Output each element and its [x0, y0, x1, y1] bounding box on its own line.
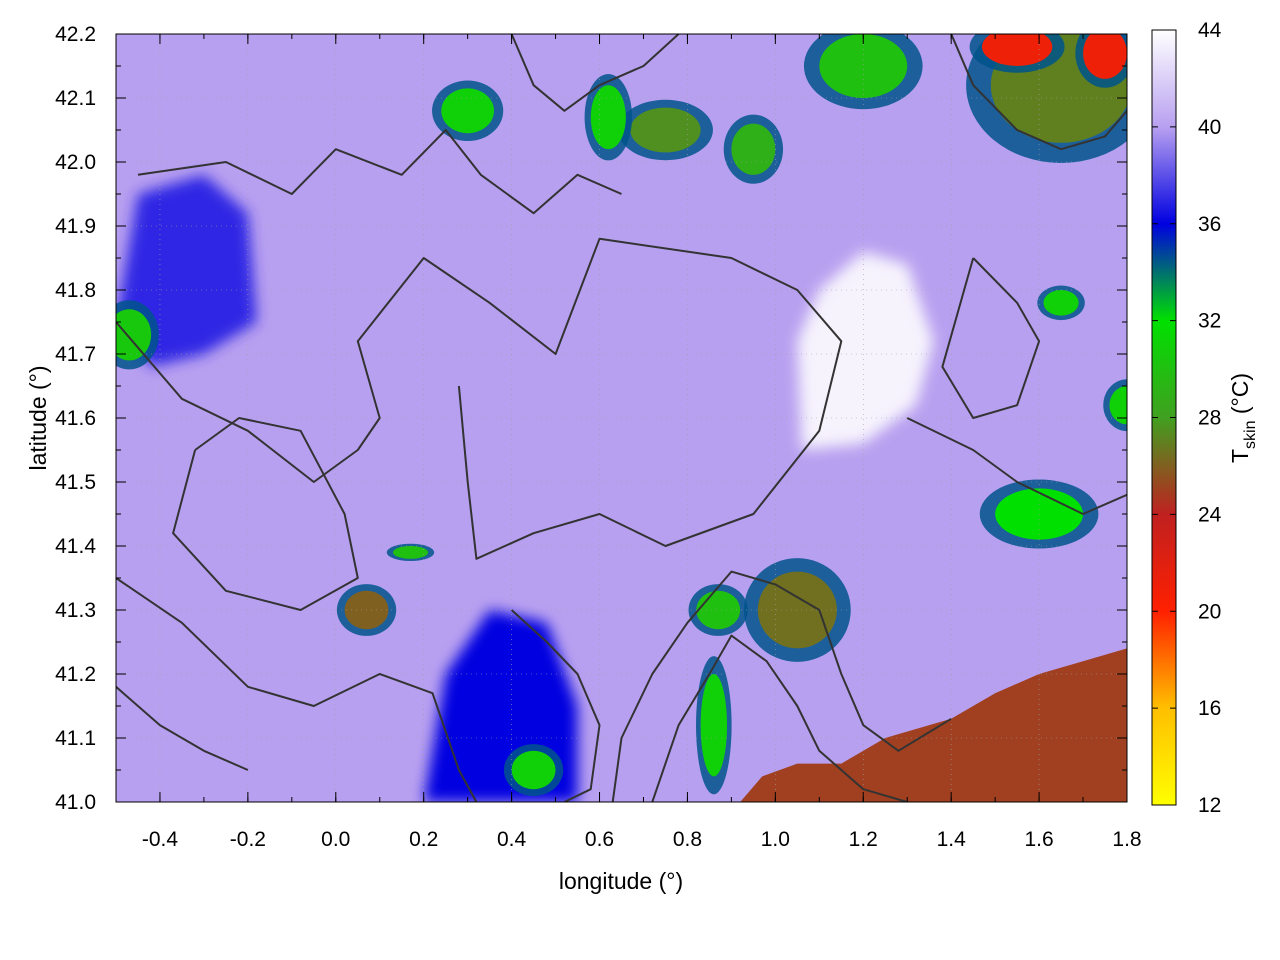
x-tick-label: 1.2 [849, 828, 878, 851]
hotspot [590, 85, 626, 150]
y-tick-label: 41.3 [55, 599, 96, 622]
contours [116, 34, 1127, 802]
y-tick-label: 41.9 [55, 215, 96, 238]
contour-line [906, 417, 1127, 515]
hotspot [630, 107, 701, 153]
y-tick-label: 42.0 [55, 151, 96, 174]
x-tick-label: -0.4 [142, 828, 179, 851]
colorbar-title-main: T [1227, 449, 1253, 463]
x-axis: -0.4 -0.2 0.0 0.2 0.4 0.6 0.8 1.0 1.2 1.4 1.6 1.8 [115, 34, 1142, 851]
contour-line [941, 257, 1041, 419]
colorbar-tick-label: 36 [1198, 213, 1221, 236]
y-tick-label: 41.6 [55, 407, 96, 430]
colorbar-tick-label: 20 [1198, 600, 1221, 623]
plot-area [116, 34, 1127, 802]
y-tick-label: 41.5 [55, 471, 96, 494]
temperature-hotspots [116, 34, 1127, 796]
x-tick-label: 0.6 [585, 828, 614, 851]
hotspot [1083, 34, 1127, 79]
hotspot [441, 88, 495, 134]
y-tick-label: 41.7 [55, 343, 96, 366]
x-tick-label: 1.6 [1024, 828, 1053, 851]
contour-line [510, 609, 601, 802]
region-hot-centre [797, 251, 934, 450]
contour-line [510, 34, 680, 112]
colorbar-tick-label: 40 [1198, 116, 1221, 139]
colorbar-tick-label: 32 [1198, 310, 1221, 333]
hotspot [1043, 290, 1079, 316]
x-tick-label: 0.8 [673, 828, 702, 851]
colorbar-title-unit: (°C) [1227, 373, 1253, 421]
colorbar-tick-label: 28 [1198, 407, 1221, 430]
hotspot [1109, 386, 1127, 425]
y-axis: 41.0 41.1 41.2 41.3 41.4 41.5 41.6 41.7 41.8 41.9… [55, 23, 1127, 814]
x-tick-label: 1.0 [761, 828, 790, 851]
hotspot [981, 34, 1053, 66]
contour-line [172, 417, 359, 611]
y-tick-label: 41.4 [55, 535, 96, 558]
colorbar-tick-label: 44 [1198, 19, 1222, 42]
y-tick-label: 41.1 [55, 727, 96, 750]
hotspot [696, 590, 741, 630]
x-axis-title: longitude (°) [559, 868, 683, 894]
x-tick-label: 0.2 [409, 828, 438, 851]
contour-line [116, 237, 843, 560]
y-tick-label: 42.2 [55, 23, 96, 46]
colorbar-tick-label: 16 [1198, 697, 1221, 720]
y-axis-title: latitude (°) [25, 365, 51, 470]
contour-line [611, 570, 952, 802]
y-tick-label: 41.2 [55, 663, 96, 686]
hotspot [392, 546, 429, 559]
x-tick-label: 0.0 [321, 828, 350, 851]
hotspot [511, 750, 556, 790]
contour-line [116, 577, 478, 802]
hotspot [116, 309, 152, 361]
colorbar-tick-label: 24 [1198, 503, 1222, 526]
x-tick-label: 0.4 [497, 828, 527, 851]
hotspot [731, 123, 776, 175]
hotspot [700, 674, 727, 777]
colorbar-axis: 12 16 20 24 28 32 36 40 44 [1152, 19, 1222, 817]
hotspot [819, 34, 908, 98]
x-tick-label: 1.4 [937, 828, 967, 851]
region-sea [740, 648, 1127, 802]
colorbar-title: Tskin (°C) [1227, 373, 1259, 463]
hotspot [757, 571, 837, 649]
contour-line [137, 129, 622, 215]
y-tick-label: 41.0 [55, 791, 96, 814]
y-tick-label: 42.1 [55, 87, 96, 110]
x-tick-label: -0.2 [230, 828, 266, 851]
y-tick-label: 41.8 [55, 279, 96, 302]
contour-line [950, 34, 1127, 151]
colorbar-tick-label: 12 [1198, 794, 1221, 817]
contour-line [651, 634, 908, 802]
contour-line [116, 686, 249, 771]
x-tick-label: 1.8 [1112, 828, 1141, 851]
colorbar-title-sub: skin [1242, 421, 1259, 449]
sea-region [740, 648, 1127, 802]
